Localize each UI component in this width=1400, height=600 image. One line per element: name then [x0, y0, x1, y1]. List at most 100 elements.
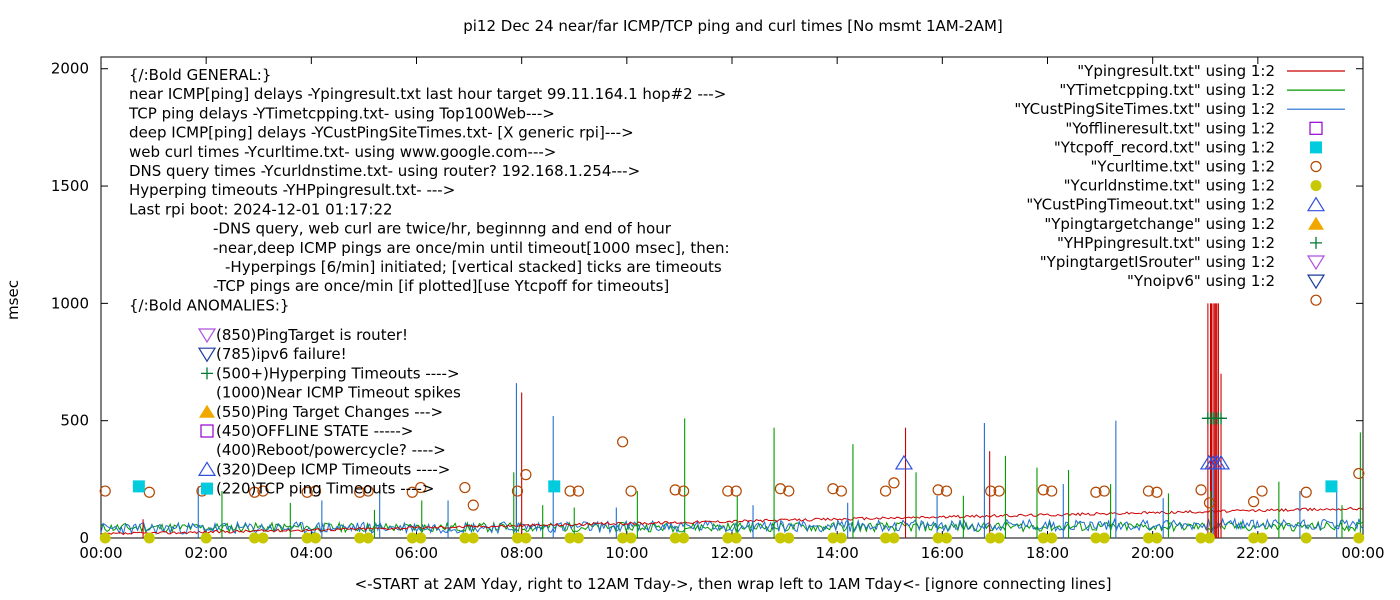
data-point [467, 499, 479, 511]
anomaly-line: (500+)Hyperping Timeouts ----> [216, 364, 460, 382]
y-tick-label: 500 [60, 412, 89, 430]
legend-label: "YpingtargetISrouter" using 1:2 [1040, 253, 1275, 271]
legend-label: "Ypingresult.txt" using 1:2 [1077, 62, 1275, 80]
data-point [257, 532, 269, 544]
x-tick-label: 06:00 [395, 544, 438, 562]
legend-marker [1310, 160, 1322, 173]
data-point [143, 486, 155, 498]
legend-label: "Ycurltime.txt" using 1:2 [1090, 158, 1275, 176]
data-point [1215, 412, 1228, 425]
data-point [1353, 532, 1365, 544]
x-tick-label: 10:00 [605, 544, 648, 562]
data-point [1256, 532, 1268, 544]
data-point [888, 477, 900, 489]
data-point [572, 532, 584, 544]
data-point [669, 484, 681, 496]
data-point [835, 485, 847, 497]
data-point [722, 485, 734, 497]
anomaly-line: (850)PingTarget is router! [216, 326, 408, 344]
note-line: {/:Bold ANOMALIES:} [129, 296, 289, 314]
data-point [730, 532, 742, 544]
y-ticks: 0 500 1000 1500 2000 [51, 60, 1363, 547]
data-point [1046, 532, 1058, 544]
data-point [406, 486, 418, 498]
near-icmp-trace [100, 506, 1364, 536]
data-point [774, 532, 786, 544]
data-point [1151, 486, 1163, 498]
data-point [783, 485, 795, 497]
legend-marker [1309, 121, 1323, 135]
y-tick-label: 1500 [51, 177, 89, 195]
data-point [1151, 532, 1163, 544]
note-line: -TCP pings are once/min [if plotted][use… [213, 277, 669, 295]
x-tick-label: 12:00 [710, 544, 753, 562]
legend-marker [1310, 141, 1322, 154]
note-line: -Hyperpings [6/min] initiated; [vertical… [225, 258, 722, 276]
plot-layer [99, 303, 1365, 544]
legend-label: "Ytcpoff_record.txt" using 1:2 [1054, 138, 1275, 157]
legend-marker [1310, 180, 1322, 192]
legend: "Ypingresult.txt" using 1:2"YTimetcpping… [1014, 62, 1345, 306]
note-line: Hyperping timeouts -YHPpingresult.txt- -… [129, 181, 455, 199]
data-point [459, 481, 471, 494]
data-point [200, 532, 212, 544]
note-line: deep ICMP[ping] delays -YCustPingSiteTim… [129, 124, 634, 142]
data-point [835, 532, 847, 544]
legend-marker [1306, 274, 1326, 290]
data-point [301, 486, 313, 498]
data-point [722, 532, 734, 544]
legend-label: "Ypingtargetchange" using 1:2 [1044, 215, 1275, 233]
chart-title: pi12 Dec 24 near/far ICMP/TCP ping and c… [463, 17, 1003, 35]
x-tick-label: 16:00 [921, 544, 964, 562]
note-line: near ICMP[ping] delays -Ypingresult.txt … [129, 85, 726, 103]
data-point [941, 532, 953, 544]
data-point [1195, 484, 1207, 496]
note-line: DNS query times -Ycurldnstime.txt- using… [129, 162, 640, 180]
data-point [1256, 485, 1268, 497]
data-point [932, 484, 944, 496]
data-point [1090, 486, 1102, 498]
data-point [669, 532, 681, 544]
data-point [1300, 532, 1312, 544]
anomaly-line: (550)Ping Target Changes ---> [216, 403, 443, 421]
data-point [993, 485, 1005, 497]
data-point [248, 486, 261, 498]
data-point [985, 485, 997, 497]
x-tick-label: 00:00 [79, 544, 122, 562]
anomaly-marker [197, 328, 217, 344]
data-point [132, 480, 145, 493]
data-point [354, 486, 366, 498]
data-point [459, 532, 471, 544]
x-tick-label: 14:00 [816, 544, 859, 562]
note-line: {/:Bold GENERAL:} [129, 66, 271, 84]
data-point [362, 532, 374, 544]
x-tick-label: 22:00 [1236, 544, 1279, 562]
legend-label: "Ynoipv6" using 1:2 [1127, 272, 1275, 290]
data-point [143, 532, 155, 544]
data-point [625, 532, 637, 544]
data-point [730, 485, 742, 497]
data-point [940, 485, 953, 497]
data-point [520, 532, 532, 544]
note-line: TCP ping delays -YTimetcpping.txt- using… [128, 104, 555, 122]
data-point [1142, 485, 1155, 497]
legend-marker [1310, 294, 1322, 306]
anomaly-line: (450)OFFLINE STATE -----> [216, 422, 413, 440]
x-ticks: 00:00 02:00 04:00 06:00 08:00 10:00 12:00 14:00… [79, 57, 1385, 562]
data-point [879, 485, 892, 497]
data-point [1353, 467, 1365, 480]
x-tick-label: 18:00 [1026, 544, 1069, 562]
data-point [827, 532, 839, 544]
legend-marker [1306, 196, 1326, 212]
anomaly-marker [199, 404, 215, 418]
data-point [1090, 532, 1102, 544]
anomaly-marker [201, 482, 213, 495]
data-point [985, 532, 997, 544]
x-tick-label: 02:00 [185, 544, 228, 562]
data-point [774, 483, 786, 495]
data-point [249, 532, 261, 544]
legend-marker [1310, 236, 1322, 249]
data-point [1046, 485, 1058, 497]
data-point [1098, 532, 1110, 544]
data-point [1195, 532, 1207, 544]
